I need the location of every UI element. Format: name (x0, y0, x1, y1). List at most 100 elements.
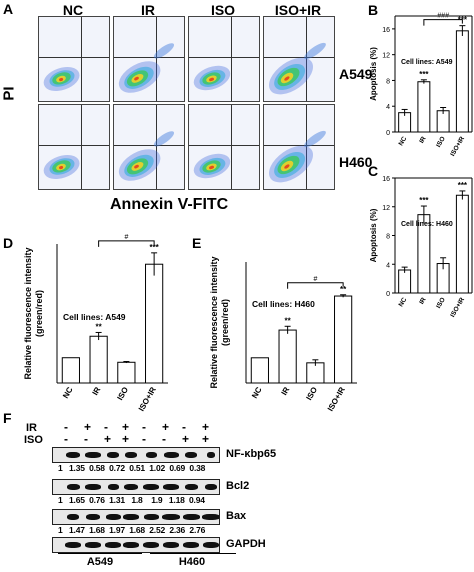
significance-d-3: *** (149, 243, 159, 252)
iso-signs-5: - (162, 432, 166, 446)
panel-label-e: E (192, 235, 201, 251)
y-axis-label-d: Relative fluorescence intensity(green/re… (23, 247, 44, 379)
band-2-4 (143, 514, 159, 520)
blot-strip-3 (52, 537, 220, 553)
band-1-7 (205, 484, 217, 490)
iso-row-label: ISO (24, 434, 43, 446)
band-0-1 (85, 452, 101, 458)
x-tick-label-b-2: ISO (435, 136, 447, 149)
comparison-bracket-e (287, 282, 344, 289)
band-0-3 (125, 452, 137, 458)
flow-x-axis-title: Annexin V-FITC (110, 196, 229, 213)
band-3-5 (163, 542, 179, 548)
iso-signs-4: - (142, 432, 146, 446)
band-2-3 (123, 514, 139, 520)
ir-signs-0: - (64, 420, 68, 434)
flow-plot-r0-c0 (38, 16, 110, 102)
blot-strip-2 (52, 509, 220, 525)
x-tick-label-d-1: IR (91, 385, 103, 397)
significance-b-1: *** (419, 70, 429, 79)
flow-plot-r1-c3 (263, 104, 335, 190)
cell-line-label-h460: H460 (178, 556, 206, 568)
flow-plot-r0-c3 (263, 16, 335, 102)
col-header-ir: IR (141, 2, 155, 18)
iso-signs-1: - (84, 432, 88, 446)
band-1-4 (143, 484, 159, 490)
y-axis-label-b: Apoptosis (%) (369, 47, 378, 101)
bar-e-3 (334, 295, 353, 384)
ir-signs-7: + (202, 420, 210, 434)
y-tick-label-c-4: 16 (382, 176, 390, 183)
band-0-6 (185, 452, 197, 458)
panel-label-a: A (3, 1, 14, 17)
ir-row-label: IR (26, 422, 37, 434)
cell-line-annotation-d: Cell lines: A549 (63, 312, 126, 322)
ir-signs-1: + (84, 420, 92, 434)
band-0-4 (145, 452, 157, 458)
bar-d-3 (145, 263, 164, 384)
band-2-6 (182, 514, 200, 520)
flow-plot-r1-c2 (188, 104, 260, 190)
band-0-5 (163, 452, 179, 458)
x-tick-label-e-1: IR (280, 385, 292, 397)
band-1-1 (85, 484, 101, 490)
band-1-0 (66, 484, 80, 490)
flow-plot-r1-c1 (113, 104, 185, 190)
band-3-7 (203, 542, 219, 548)
panel-label-d: D (3, 235, 13, 251)
y-tick-label-b-0: 0 (386, 130, 390, 137)
bar-c-0 (398, 269, 412, 294)
h460-underline (150, 553, 236, 554)
flow-plot-r0-c1 (113, 16, 185, 102)
quantification-1: 1 1.65 0.76 1.31 1.8 1.9 1.18 0.94 (58, 495, 205, 505)
band-2-1 (86, 514, 100, 520)
significance-e-3: ** (340, 285, 347, 294)
band-0-0 (66, 452, 80, 458)
protein-label-0: NF-κbp65 (226, 448, 277, 460)
col-header-iso: ISO (210, 2, 236, 18)
x-tick-label-b-0: NC (398, 135, 409, 147)
flow-plot-r0-c2 (188, 16, 260, 102)
y-tick-label-b-1: 4 (386, 104, 390, 111)
bar-e-0 (250, 357, 269, 384)
iso-signs-2: + (104, 432, 112, 446)
col-header-iso-ir: ISO+IR (274, 2, 322, 18)
y-tick-label-b-3: 12 (382, 53, 390, 60)
quantification-0: 1 1.35 0.58 0.72 0.51 1.02 0.69 0.38 (58, 463, 206, 473)
band-3-3 (123, 542, 139, 548)
cell-line-annotation-c: Cell lines: H460 (401, 221, 453, 228)
x-tick-label-e-2: ISO (304, 386, 319, 402)
band-3-4 (143, 542, 159, 548)
y-axis-label-c: Apoptosis (%) (369, 208, 378, 262)
y-tick-label-b-4: 16 (382, 27, 390, 34)
flow-plot-r1-c0 (38, 104, 110, 190)
x-tick-label-b-3: ISO+IR (449, 135, 466, 157)
x-tick-label-e-0: NC (250, 385, 264, 400)
band-1-3 (124, 484, 138, 490)
band-2-7 (202, 514, 219, 520)
blot-strip-1 (52, 479, 220, 495)
cell-line-label-a549: A549 (86, 556, 114, 568)
bar-b-1 (417, 81, 431, 133)
band-2-2 (105, 514, 121, 520)
col-header-nc: NC (62, 2, 84, 18)
y-tick-label-c-1: 4 (386, 262, 390, 269)
x-tick-label-c-2: ISO (435, 297, 447, 310)
iso-signs-6: + (182, 432, 190, 446)
significance-c-1: *** (419, 196, 429, 205)
significance-e-1: ** (285, 316, 292, 325)
y-tick-label-c-2: 8 (386, 234, 390, 241)
significance-d-1: ** (96, 322, 103, 331)
blot-strip-0 (52, 447, 220, 463)
ir-signs-6: - (182, 420, 186, 434)
band-1-2 (107, 484, 119, 490)
protein-label-2: Bax (226, 510, 247, 522)
row-header-a549: A549 (339, 66, 373, 82)
panel-label-f: F (3, 410, 12, 426)
band-2-0 (67, 514, 79, 520)
x-tick-label-d-2: ISO (115, 386, 130, 402)
iso-signs-0: - (64, 432, 68, 446)
x-tick-label-b-1: IR (418, 135, 427, 144)
iso-signs-3: + (122, 432, 130, 446)
band-1-5 (163, 484, 179, 490)
